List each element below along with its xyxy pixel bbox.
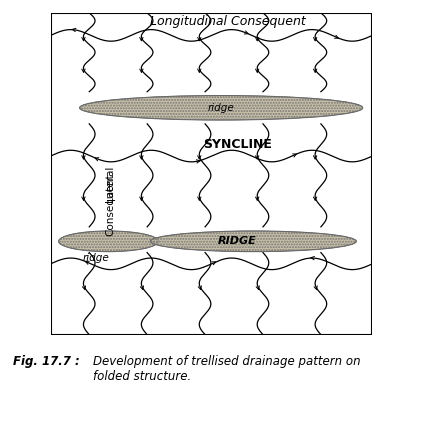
- Text: ridge: ridge: [82, 253, 109, 263]
- Text: Lateral: Lateral: [105, 165, 115, 202]
- Text: Longitudinal Consequent: Longitudinal Consequent: [150, 15, 305, 28]
- Ellipse shape: [150, 231, 356, 251]
- Ellipse shape: [59, 231, 158, 251]
- Text: Consequent: Consequent: [105, 173, 115, 236]
- Text: Fig. 17.7 :: Fig. 17.7 :: [13, 355, 80, 369]
- Text: Development of trellised drainage pattern on
folded structure.: Development of trellised drainage patter…: [93, 355, 361, 384]
- Text: SYNCLINE: SYNCLINE: [203, 138, 272, 151]
- Text: ridge: ridge: [208, 103, 234, 113]
- Ellipse shape: [80, 96, 363, 120]
- Text: RIDGE: RIDGE: [218, 236, 257, 246]
